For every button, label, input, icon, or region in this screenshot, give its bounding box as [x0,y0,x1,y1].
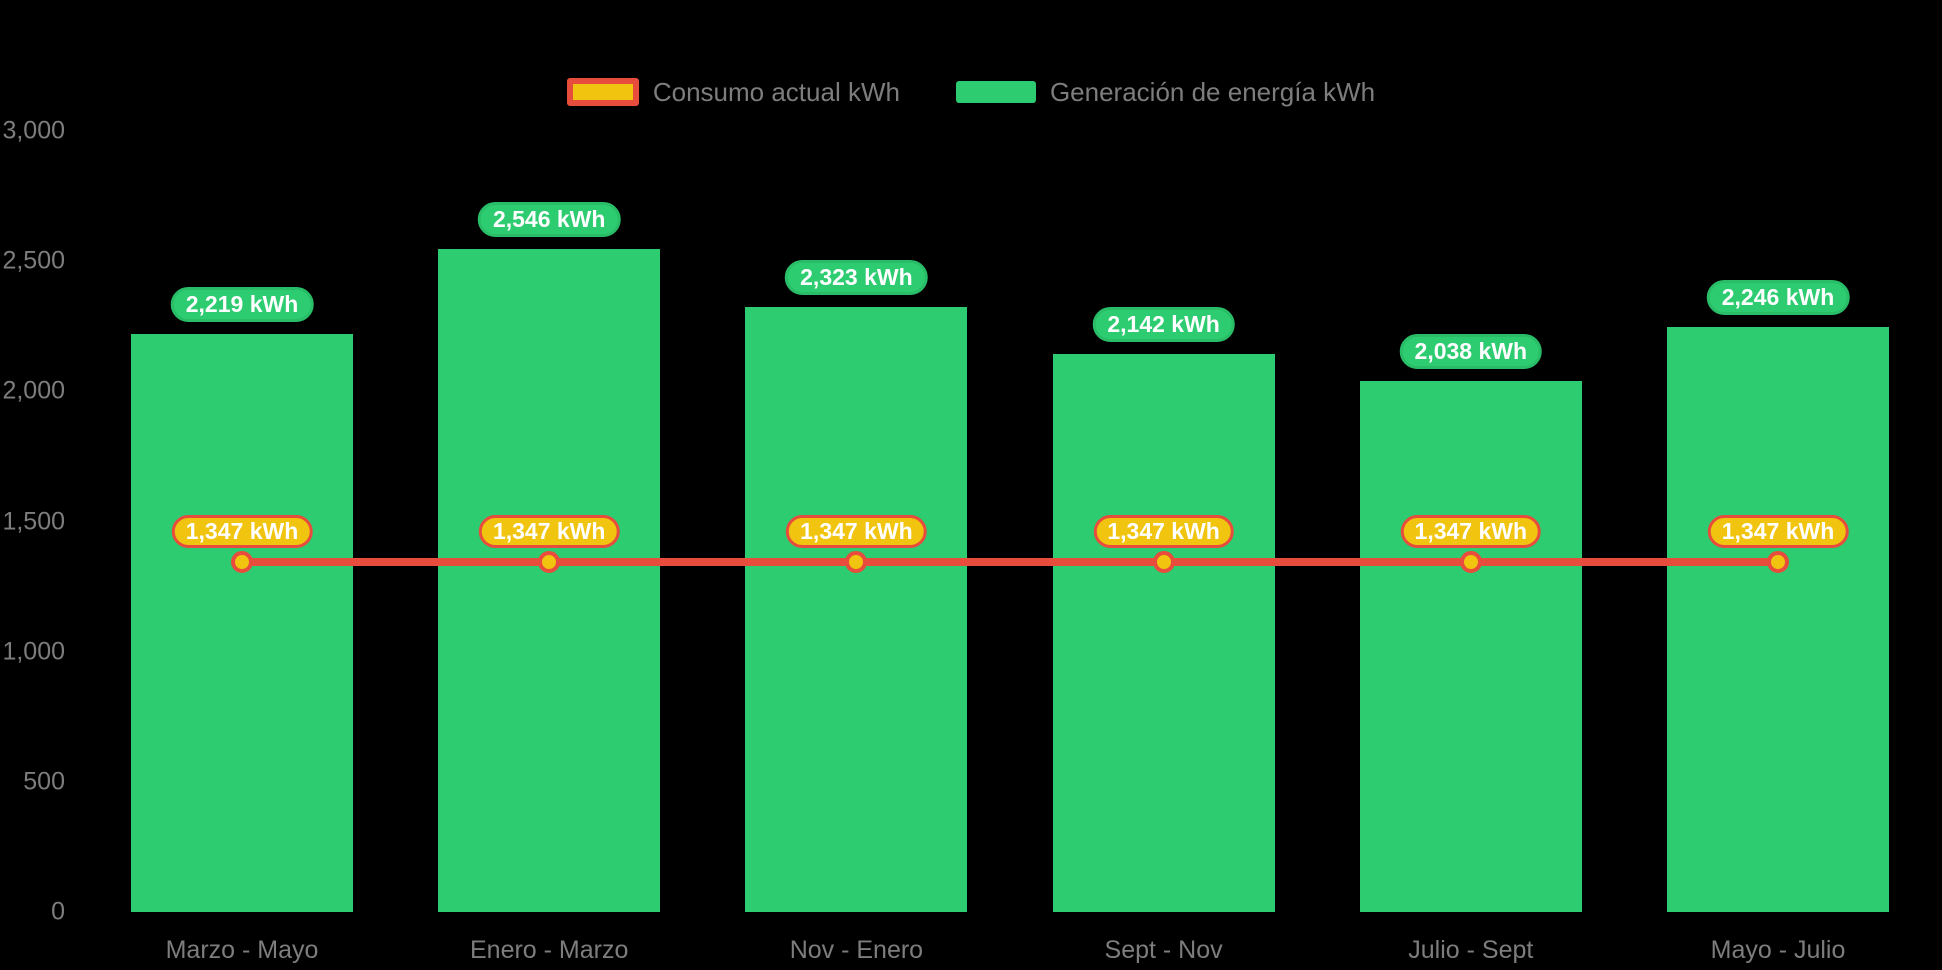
line-value-label: 1,347 kWh [1093,515,1234,548]
line-value-label: 1,347 kWh [1400,515,1542,548]
consumption-line-point[interactable] [1767,551,1789,573]
consumption-line-point[interactable] [231,551,253,573]
generation-bar[interactable] [745,307,968,912]
line-value-label: 1,347 kWh [1707,515,1849,548]
generation-bar[interactable] [1052,354,1275,912]
consumption-line[interactable] [242,558,1778,566]
consumo-line-swatch-icon [566,78,639,106]
legend-item-generacion-energia[interactable]: Generación de energía kWh [955,77,1376,107]
consumption-line-point[interactable] [538,551,561,573]
y-axis-tick-label: 2,500 [2,246,65,275]
x-axis-label: Sept - Nov [1104,936,1223,964]
x-axis-label: Enero - Marzo [469,936,629,964]
bar-value-label: 2,246 kWh [1706,280,1850,316]
consumption-line-point[interactable] [845,551,868,573]
line-value-label: 1,347 kWh [171,515,313,548]
consumption-line-point[interactable] [1152,551,1175,573]
legend-label-generacion: Generación de energía kWh [1049,77,1376,107]
generation-bar[interactable] [1667,327,1889,912]
y-axis-tick-label: 3,000 [2,116,65,145]
generation-bar[interactable] [1359,381,1582,912]
line-value-label: 1,347 kWh [478,515,620,548]
y-axis-tick-label: 0 [51,897,65,926]
consumption-line-point[interactable] [1459,551,1482,573]
x-axis-label: Nov - Enero [789,936,924,964]
chart-legend: Consumo actual kWh Generación de energía… [0,78,1942,106]
generacion-bar-swatch-icon [955,81,1036,103]
y-axis-tick-label: 2,000 [2,376,65,405]
bar-value-label: 2,038 kWh [1399,334,1543,370]
bar-value-label: 2,546 kWh [477,202,621,238]
generation-bar[interactable] [131,334,353,912]
y-axis-tick-label: 1,500 [2,507,65,535]
x-axis-label: Marzo - Mayo [165,936,319,964]
bar-value-label: 2,142 kWh [1092,307,1235,343]
x-axis-label: Mayo - Julio [1710,936,1846,964]
bar-value-label: 2,219 kWh [170,287,314,323]
legend-item-consumo-actual[interactable]: Consumo actual kWh [566,77,900,107]
x-axis-label: Julio - Sept [1408,936,1534,964]
y-axis-tick-label: 500 [23,767,65,796]
legend-label-consumo: Consumo actual kWh [652,77,900,107]
generation-bar[interactable] [438,249,661,912]
line-value-label: 1,347 kWh [786,515,927,548]
y-axis-tick-label: 1,000 [2,637,65,666]
bar-value-label: 2,323 kWh [785,260,928,296]
